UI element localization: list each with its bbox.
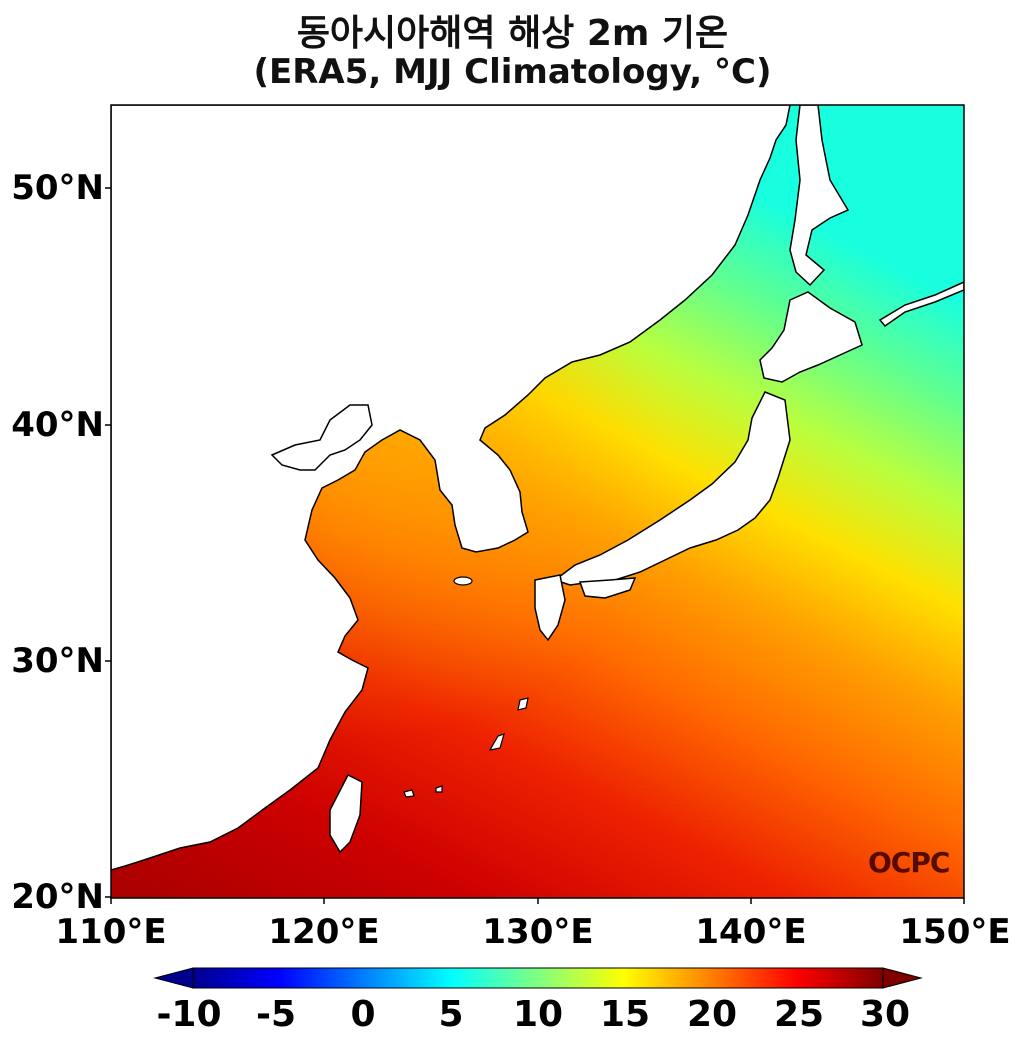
map-title: 동아시아해역 해상 2m 기온 — [296, 13, 729, 54]
x-tick-label: 110°E — [55, 912, 167, 952]
colorbar-tick-label: 20 — [686, 994, 738, 1035]
kyushu-island — [534, 574, 566, 642]
x-tick-label: 130°E — [482, 912, 594, 952]
sakhalin-island — [789, 105, 850, 287]
bohai-liaodong — [270, 404, 373, 471]
colorbar-tick-label: 25 — [773, 994, 825, 1035]
temperature-field — [111, 105, 964, 898]
axis-ticks — [105, 187, 965, 904]
y-tick-label: 40°N — [11, 405, 104, 445]
hokkaido-island — [759, 291, 863, 383]
x-tick-label: 120°E — [268, 912, 380, 952]
colorbar-tick-label: 10 — [512, 994, 564, 1035]
y-tick-label: 20°N — [11, 877, 104, 917]
colorbar-tick-label: 30 — [859, 994, 911, 1035]
y-tick-label: 30°N — [11, 641, 104, 681]
taiwan-island — [329, 773, 363, 854]
colorbar-tick-label: -10 — [156, 994, 222, 1035]
map-subtitle: (ERA5, MJJ Climatology, °C) — [253, 52, 772, 92]
ocpc-watermark: OCPC — [868, 846, 950, 879]
x-tick-label: 150°E — [899, 912, 1011, 952]
colorbar-tick-label: -5 — [256, 994, 296, 1035]
shikoku-island — [578, 577, 637, 599]
jeju-island — [453, 576, 473, 586]
y-tick-label: 50°N — [11, 168, 104, 208]
mainland-asia-land — [111, 105, 791, 871]
x-tick-label: 140°E — [695, 912, 807, 952]
colorbar-tick-label: 15 — [599, 994, 651, 1035]
colorbar — [153, 967, 923, 989]
ryukyu-islands — [403, 697, 529, 798]
colorbar-tick-label: 5 — [438, 994, 464, 1035]
kuril-islands — [878, 281, 964, 328]
colorbar-tick-label: 0 — [350, 994, 376, 1035]
